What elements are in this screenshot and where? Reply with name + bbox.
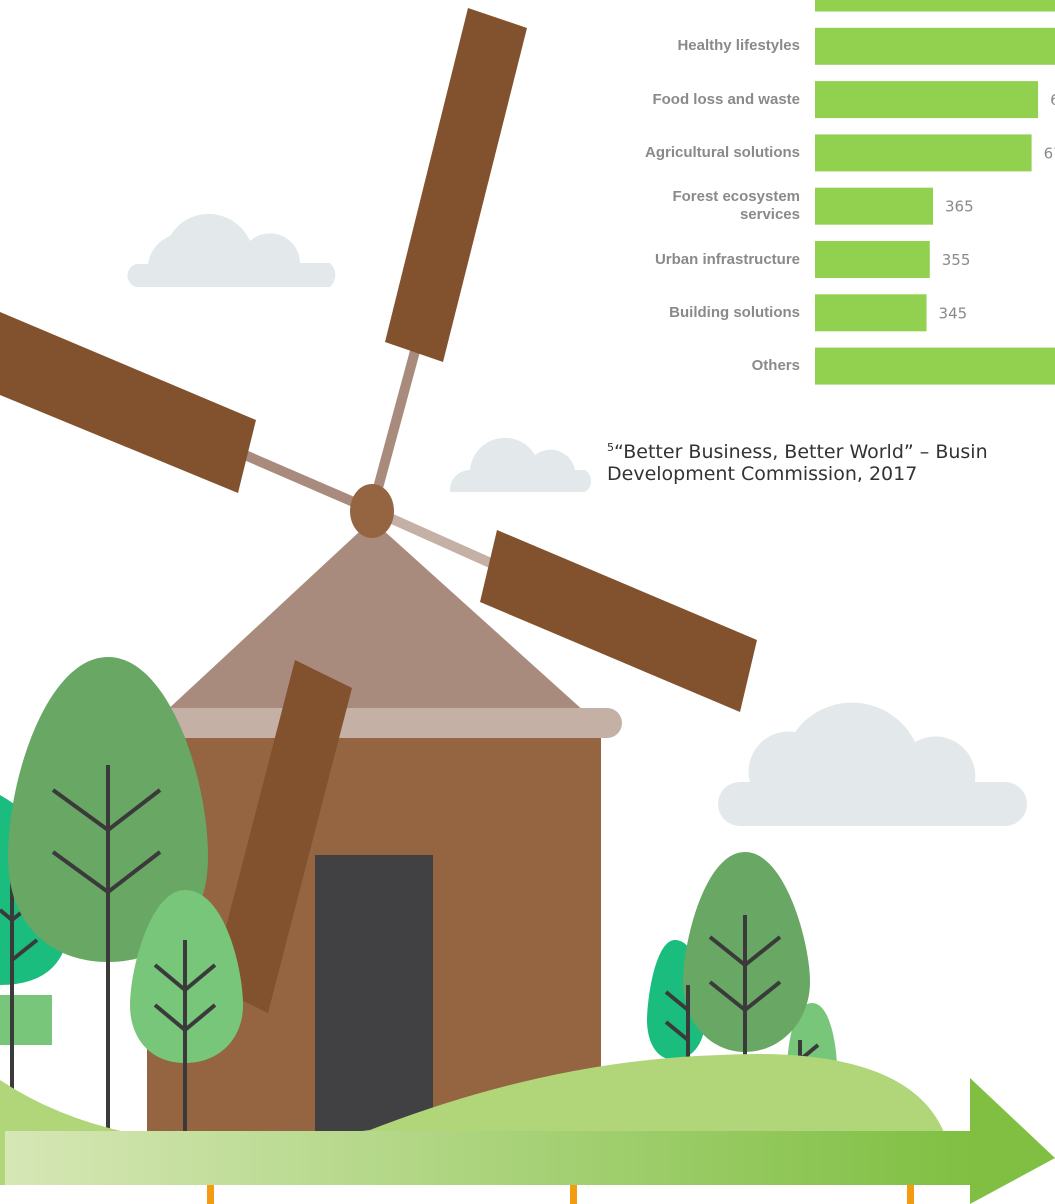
bar	[815, 28, 1055, 65]
bar	[815, 294, 927, 331]
footnote: 5“Better Business, Better World” – Busin…	[607, 437, 1055, 485]
category-label: Forest ecosystem services	[628, 188, 800, 224]
page: 780760690670365355345800 manufacturingHe…	[0, 0, 1055, 1204]
value-label: 355	[942, 251, 971, 269]
footnote-line: “Better Business, Better World” – Busin	[614, 441, 988, 463]
bar	[815, 348, 1055, 385]
value-label: 670	[1044, 144, 1055, 162]
category-label: Food loss and waste	[628, 91, 800, 109]
category-label: Others	[628, 357, 800, 375]
value-label: 365	[945, 198, 974, 216]
bar	[815, 0, 1055, 12]
value-label: 345	[939, 304, 968, 322]
category-label: Agricultural solutions	[628, 144, 800, 162]
footnote-mark: 5	[607, 441, 614, 454]
category-label: Urban infrastructure	[628, 251, 800, 269]
value-label: 690	[1050, 91, 1055, 109]
bar-chart: 780760690670365355345800	[0, 0, 1055, 400]
footnote-line: Development Commission, 2017	[607, 463, 917, 485]
category-label: Healthy lifestyles	[628, 37, 800, 55]
bar	[815, 81, 1038, 118]
bar	[815, 188, 933, 225]
category-label: Building solutions	[628, 304, 800, 322]
bar	[815, 134, 1032, 171]
category-label: manufacturing	[628, 0, 800, 2]
bar	[815, 241, 930, 278]
